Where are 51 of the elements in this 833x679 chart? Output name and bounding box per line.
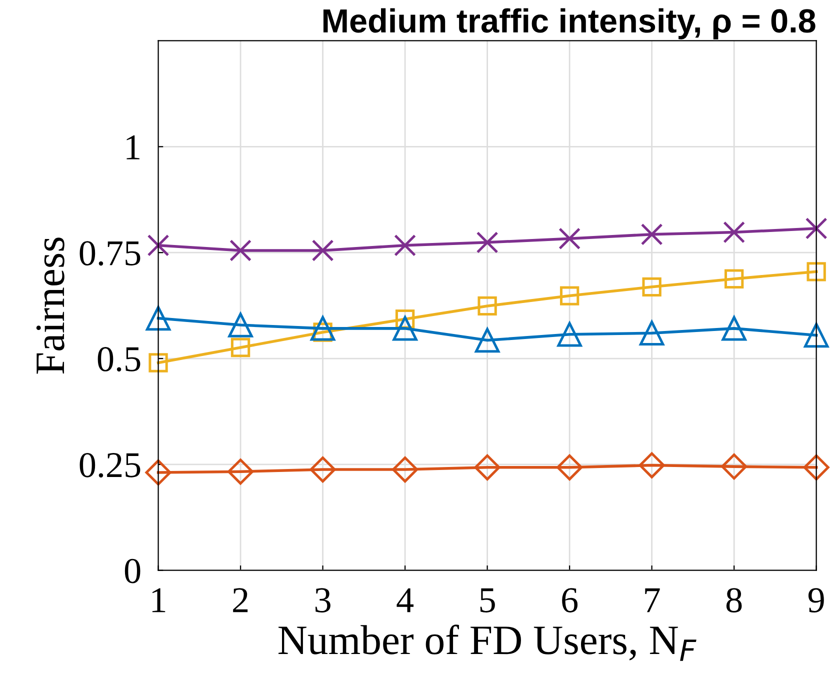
point	[805, 217, 828, 240]
point	[310, 316, 336, 341]
point	[230, 338, 250, 358]
y-tick-label: 0	[124, 558, 140, 584]
point	[558, 228, 581, 250]
point	[147, 234, 170, 256]
point	[722, 316, 746, 341]
x-tick-label: 4	[396, 588, 414, 612]
y-tick-label: 0.5	[98, 347, 140, 372]
y-tick-label: 0.25	[80, 452, 140, 478]
point	[557, 322, 582, 347]
x-tick-label: 6	[562, 588, 578, 612]
x-tick-label: 7	[645, 588, 660, 612]
point	[724, 269, 744, 288]
point	[310, 456, 336, 483]
point	[227, 458, 254, 485]
point	[145, 459, 172, 486]
point	[556, 454, 583, 480]
x-tick-label: 2	[233, 588, 248, 612]
point	[803, 454, 830, 480]
point	[474, 454, 500, 480]
y-tick-label: 1	[126, 135, 140, 160]
point	[228, 312, 253, 338]
x-tick-label: 1	[152, 588, 166, 612]
x-axis-title: Number of FD Users, N$_{F}$	[278, 624, 696, 661]
point	[721, 454, 748, 480]
point	[312, 239, 334, 262]
x-tick-label: 8	[726, 588, 742, 612]
point	[476, 231, 498, 254]
point	[806, 262, 826, 282]
point	[638, 452, 665, 478]
point	[560, 286, 580, 306]
chart-title: Medium traffic intensity, ρ = 0.8	[323, 8, 816, 40]
point	[804, 322, 829, 348]
point	[148, 353, 168, 372]
point	[474, 328, 500, 353]
point	[478, 296, 497, 316]
point	[723, 221, 746, 244]
x-tick-label: 9	[808, 588, 824, 612]
point	[392, 456, 418, 483]
x-tick-label: 5	[480, 588, 495, 612]
point	[642, 277, 662, 296]
point	[640, 223, 663, 246]
point	[392, 316, 418, 341]
point	[146, 306, 171, 331]
point	[639, 320, 664, 346]
point	[394, 234, 416, 256]
y-tick-label: 0.75	[80, 241, 140, 266]
point	[230, 239, 252, 262]
y-axis-title: Fairness	[36, 238, 64, 374]
x-tick-label: 3	[315, 588, 330, 612]
